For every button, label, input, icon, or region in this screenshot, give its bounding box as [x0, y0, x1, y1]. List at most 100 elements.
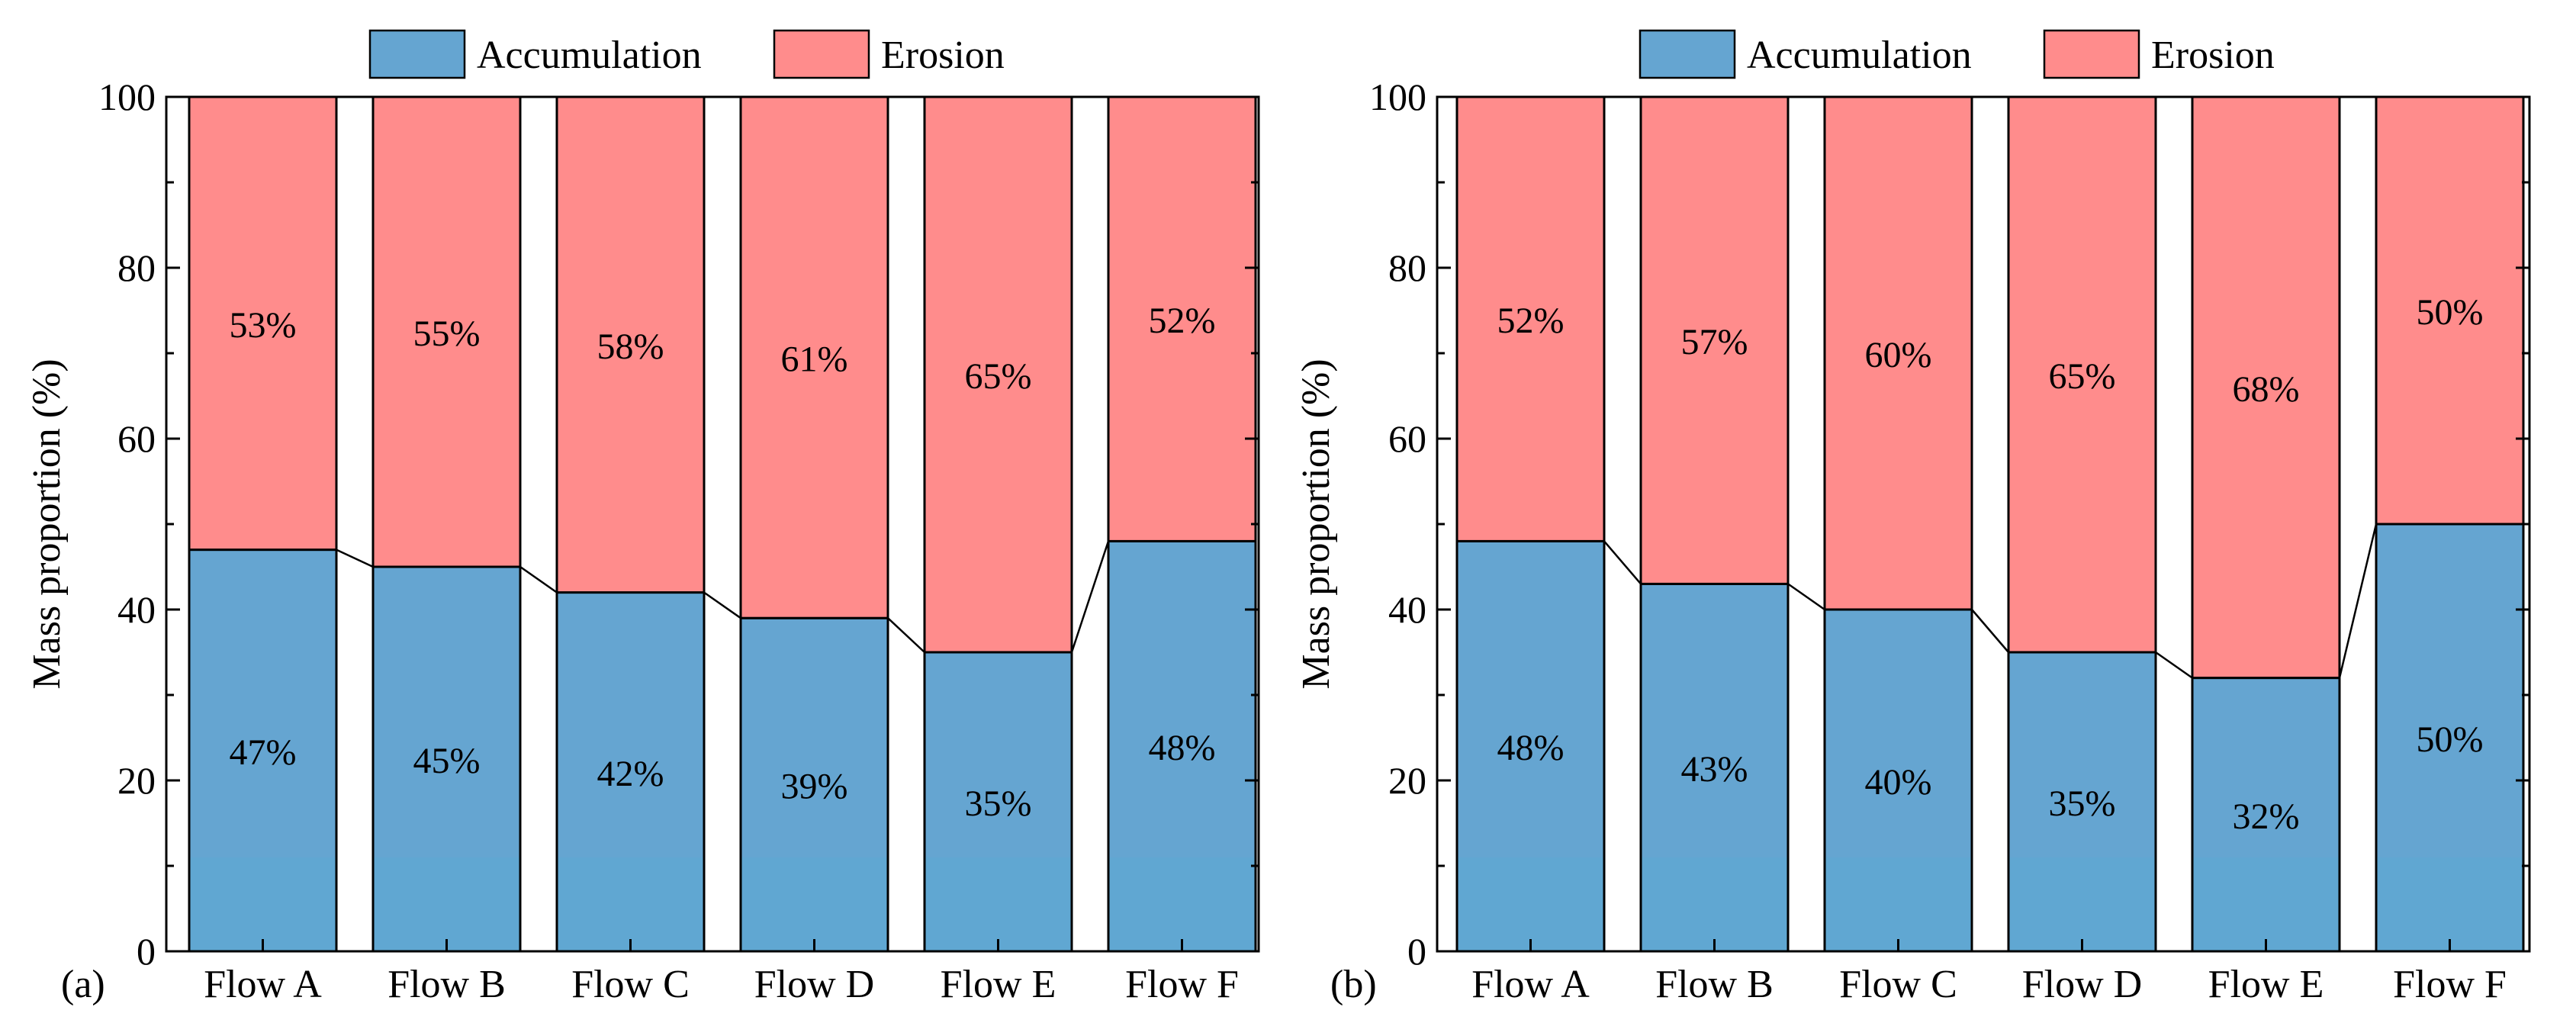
x-tick-label-flow-f: Flow F: [2393, 963, 2507, 1006]
bar-erosion-flow-a: [1455, 95, 1606, 542]
x-tick-label-flow-d: Flow D: [2022, 963, 2142, 1006]
y-tick-label: 60: [1388, 417, 1426, 460]
bar-label-erosion-flow-e: 68%: [2233, 369, 2300, 410]
chart-panel-a: 47% 53% 45% 55% 42% 58% 39% 61% 35% 65% 48% 52% 0 20 4…: [25, 29, 1260, 1006]
y-tick-label: 20: [1388, 759, 1426, 802]
bar-bottom-band-flow-c: [1825, 857, 1971, 951]
bar-label-erosion-flow-e: 65%: [965, 356, 1032, 397]
bar-bottom-band-flow-b: [374, 857, 519, 951]
y-tick-label: 0: [137, 930, 156, 973]
bar-label-accumulation-flow-c: 42%: [597, 754, 664, 794]
bar-bottom-band-flow-d: [741, 857, 887, 951]
y-tick-label: 40: [117, 588, 156, 631]
bar-label-accumulation-flow-b: 45%: [413, 741, 481, 781]
connector-line: [2338, 523, 2378, 678]
x-tick-label-flow-c: Flow C: [1839, 963, 1957, 1006]
connector-line: [1787, 583, 1825, 611]
x-tick-label-flow-d: Flow D: [754, 963, 874, 1006]
connector-line: [1070, 541, 1110, 653]
y-tick-label: 100: [98, 76, 156, 118]
connector-line: [703, 591, 741, 619]
bars: 48% 52% 43% 57% 40% 60% 35% 65% 32% 68% 50% 50%: [1455, 95, 2525, 953]
legend-label-erosion: Erosion: [881, 34, 1005, 77]
bar-label-accumulation-flow-d: 35%: [2049, 783, 2116, 824]
y-axis-label: Mass proportion (%): [1294, 359, 1338, 689]
legend-swatch-erosion: [773, 29, 870, 79]
bar-erosion-flow-c: [555, 95, 706, 594]
chart-panel-b: 48% 52% 43% 57% 40% 60% 35% 65% 32% 68% 50% 50% 0 20 4…: [1294, 29, 2531, 1006]
y-tick-label: 40: [1388, 588, 1426, 631]
bar-erosion-flow-d: [2007, 95, 2157, 654]
bar-bottom-band-flow-d: [2009, 857, 2155, 951]
connector-line: [519, 565, 558, 594]
bar-bottom-band-flow-f: [1109, 857, 1255, 951]
y-tick-label: 80: [117, 246, 156, 289]
bar-label-erosion-flow-c: 58%: [597, 327, 664, 367]
x-tick-label-flow-e: Flow E: [2208, 963, 2324, 1006]
x-tick-label-flow-b: Flow B: [1655, 963, 1774, 1006]
panel-label: (b): [1330, 963, 1377, 1006]
bar-label-accumulation-flow-e: 32%: [2233, 796, 2300, 837]
bar-label-accumulation-flow-d: 39%: [781, 767, 848, 807]
legend: Accumulation Erosion: [368, 29, 1005, 79]
bar-label-accumulation-flow-e: 35%: [965, 783, 1032, 824]
x-tick-label-flow-a: Flow A: [204, 963, 322, 1006]
x-tick-label-flow-a: Flow A: [1471, 963, 1590, 1006]
legend-swatch-accumulation: [1639, 29, 1736, 79]
bar-bottom-band-flow-e: [925, 857, 1071, 951]
connector-line: [1971, 609, 2009, 653]
bar-bottom-band-flow-e: [2193, 857, 2339, 951]
connector-line: [1603, 540, 1642, 585]
bars: 47% 53% 45% 55% 42% 58% 39% 61% 35% 65% 48% 52%: [188, 95, 1257, 953]
connector-line: [887, 617, 925, 653]
connector-line: [336, 548, 374, 568]
bar-label-erosion-flow-b: 55%: [413, 314, 481, 354]
bar-label-accumulation-flow-f: 48%: [1149, 728, 1216, 768]
bar-label-erosion-flow-d: 65%: [2049, 356, 2116, 397]
x-tick-label-flow-c: Flow C: [571, 963, 690, 1006]
bar-bottom-band-flow-b: [1642, 857, 1787, 951]
bar-label-erosion-flow-a: 53%: [230, 305, 297, 346]
legend-swatch-accumulation: [368, 29, 466, 79]
bar-erosion-flow-a: [188, 95, 338, 552]
bar-bottom-band-flow-a: [1458, 857, 1603, 951]
bar-label-accumulation-flow-a: 47%: [230, 732, 297, 773]
bar-erosion-flow-f: [2375, 95, 2525, 526]
connector-line: [2155, 651, 2193, 679]
bar-label-accumulation-flow-f: 50%: [2417, 719, 2484, 760]
legend-label-erosion: Erosion: [2151, 34, 2275, 77]
y-tick-label: 100: [1369, 76, 1426, 118]
x-axis: Flow A Flow B Flow C Flow D Flow E Flow F: [204, 939, 1239, 1006]
bar-erosion-flow-e: [923, 95, 1073, 654]
bar-label-erosion-flow-b: 57%: [1681, 322, 1748, 362]
y-tick-label: 20: [117, 759, 156, 802]
bar-erosion-flow-f: [1107, 95, 1257, 542]
bar-bottom-band-flow-f: [2377, 857, 2523, 951]
bar-label-erosion-flow-f: 52%: [1149, 301, 1216, 341]
bar-erosion-flow-c: [1823, 95, 1973, 611]
legend-label-accumulation: Accumulation: [1747, 34, 1972, 77]
x-axis: Flow A Flow B Flow C Flow D Flow E Flow F: [1471, 939, 2507, 1006]
x-tick-label-flow-e: Flow E: [941, 963, 1056, 1006]
y-tick-label: 80: [1388, 246, 1426, 289]
y-axis-label: Mass proportion (%): [25, 359, 69, 689]
bar-erosion-flow-b: [1639, 95, 1790, 585]
legend: Accumulation Erosion: [1639, 29, 2275, 79]
bar-bottom-band-flow-c: [558, 857, 703, 951]
bar-label-accumulation-flow-c: 40%: [1865, 762, 1932, 803]
legend-label-accumulation: Accumulation: [477, 34, 702, 77]
bar-label-accumulation-flow-a: 48%: [1497, 728, 1565, 768]
y-axis: 0 20 40 60 80 100: [1369, 76, 2529, 973]
bar-label-erosion-flow-d: 61%: [781, 339, 848, 380]
bar-erosion-flow-b: [371, 95, 522, 568]
bar-erosion-flow-d: [739, 95, 889, 619]
x-tick-label-flow-f: Flow F: [1125, 963, 1239, 1006]
bar-label-erosion-flow-c: 60%: [1865, 335, 1932, 375]
y-axis: 0 20 40 60 80 100: [98, 76, 1259, 973]
panel-label: (a): [61, 963, 105, 1006]
bar-bottom-band-flow-a: [190, 857, 336, 951]
bar-label-erosion-flow-f: 50%: [2417, 292, 2484, 333]
legend-swatch-erosion: [2043, 29, 2140, 79]
y-tick-label: 0: [1407, 930, 1426, 973]
